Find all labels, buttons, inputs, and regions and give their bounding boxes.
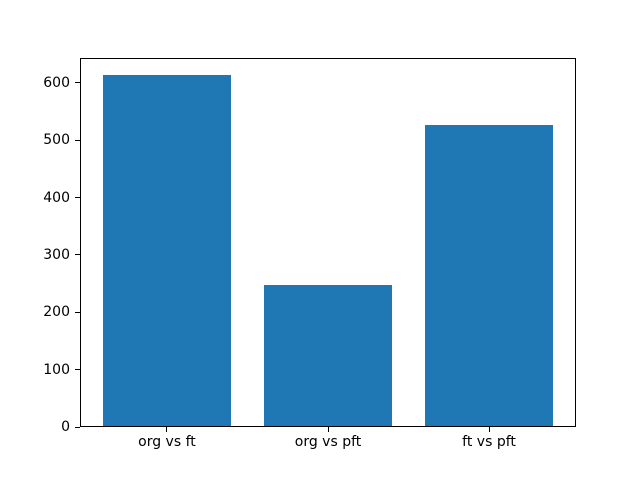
y-tick	[75, 426, 80, 428]
x-tick	[166, 427, 168, 433]
y-tick	[75, 311, 80, 313]
y-tick-label: 200	[43, 304, 70, 321]
y-tick-label: 300	[43, 246, 70, 263]
x-tick	[488, 427, 490, 433]
bar-org-vs-ft	[102, 75, 232, 428]
x-tick-label: org vs pft	[294, 434, 362, 451]
x-tick-label: ft vs pft	[462, 434, 516, 451]
plot-area	[80, 57, 576, 428]
y-tick	[75, 254, 80, 256]
bar-org-vs-pft	[263, 284, 393, 428]
y-tick	[75, 139, 80, 141]
y-tick	[75, 82, 80, 84]
y-tick-label: 100	[43, 361, 70, 378]
y-tick	[75, 369, 80, 371]
y-tick-label: 500	[43, 132, 70, 149]
bar-ft-vs-pft	[424, 124, 554, 428]
y-tick-label: 600	[43, 74, 70, 91]
y-tick	[75, 197, 80, 198]
x-tick-label: org vs ft	[138, 434, 196, 451]
y-tick-label: 400	[43, 189, 70, 206]
y-tick-label: 0	[61, 419, 70, 436]
x-tick	[327, 427, 329, 433]
